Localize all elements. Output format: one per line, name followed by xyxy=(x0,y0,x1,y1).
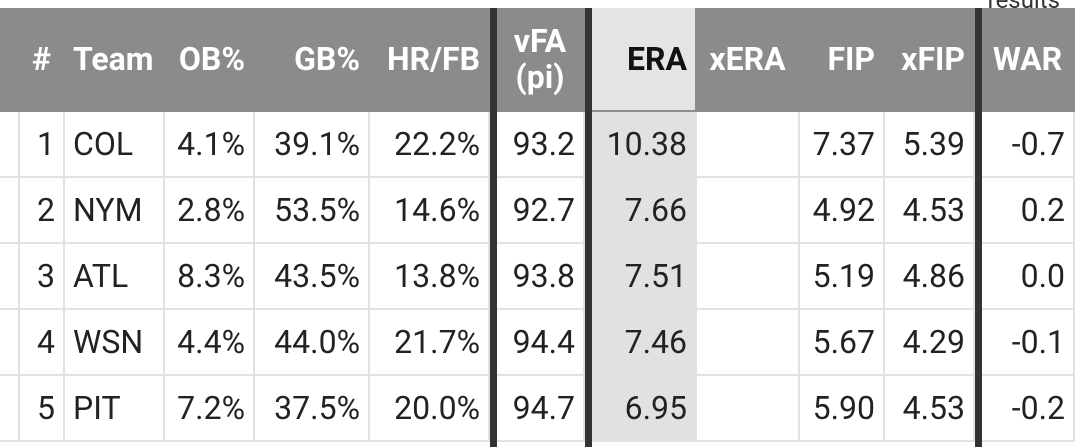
table-cell: 5.19 xyxy=(800,244,885,310)
column-header: FIP xyxy=(800,8,885,112)
table-cell: 93.2 xyxy=(497,112,585,178)
table-cell: ATL xyxy=(65,244,165,310)
table-cell: PIT xyxy=(65,376,165,442)
table-cell: 92.7 xyxy=(497,178,585,244)
table-cell: 0.0 xyxy=(982,244,1075,310)
table-cell: 4 xyxy=(20,310,65,376)
column-header: HR/FB xyxy=(370,8,490,112)
table-cell: 2 xyxy=(20,178,65,244)
table-cell: 5 xyxy=(20,376,65,442)
table-cell: 5.67 xyxy=(800,310,885,376)
row-edge xyxy=(0,178,20,244)
table-cell: 4.53 xyxy=(885,178,975,244)
table-cell: 13.8% xyxy=(370,244,490,310)
table-cell: 7.46 xyxy=(592,310,697,376)
table-cell: 44.0% xyxy=(255,310,370,376)
table-cell: 7.37 xyxy=(800,112,885,178)
header-edge xyxy=(0,8,20,112)
table-cell: 7.51 xyxy=(592,244,697,310)
table-cell: WSN xyxy=(65,310,165,376)
table-cell: 43.5% xyxy=(255,244,370,310)
column-header: WAR xyxy=(982,8,1075,112)
table-cell: 8.3% xyxy=(165,244,255,310)
row-edge xyxy=(0,244,20,310)
column-header: # xyxy=(20,8,65,112)
table-cell: NYM xyxy=(65,178,165,244)
table-cell: 2.8% xyxy=(165,178,255,244)
table-cell: 7.66 xyxy=(592,178,697,244)
table-cell: 39.1% xyxy=(255,112,370,178)
column-divider xyxy=(490,8,497,447)
column-divider xyxy=(585,8,592,447)
table-cell: 94.7 xyxy=(497,376,585,442)
table-cell: 93.8 xyxy=(497,244,585,310)
table-cell: 1 xyxy=(20,112,65,178)
table-cell: 4.29 xyxy=(885,310,975,376)
column-header: OB% xyxy=(165,8,255,112)
table-cell: -0.2 xyxy=(982,376,1075,442)
table-cell: -0.1 xyxy=(982,310,1075,376)
table-cell xyxy=(697,376,800,442)
table-cell: 0.2 xyxy=(982,178,1075,244)
column-header: Team xyxy=(65,8,165,112)
column-header: GB% xyxy=(255,8,370,112)
row-edge xyxy=(0,310,20,376)
column-header: xERA xyxy=(697,8,800,112)
table-cell: 4.1% xyxy=(165,112,255,178)
table-cell: 53.5% xyxy=(255,178,370,244)
row-edge xyxy=(0,112,20,178)
table-cell: 10.38 xyxy=(592,112,697,178)
table-cell xyxy=(697,310,800,376)
table-cell: COL xyxy=(65,112,165,178)
table-cell: 4.92 xyxy=(800,178,885,244)
table-cell: 6.95 xyxy=(592,376,697,442)
table-cell xyxy=(697,244,800,310)
column-header: vFA (pi) xyxy=(497,8,585,112)
column-divider xyxy=(975,8,982,447)
table-cell: 4.86 xyxy=(885,244,975,310)
table-cell: 14.6% xyxy=(370,178,490,244)
table-cell: 5.90 xyxy=(800,376,885,442)
table-cell: 5.39 xyxy=(885,112,975,178)
table-cell: 94.4 xyxy=(497,310,585,376)
column-header: xFIP xyxy=(885,8,975,112)
table-cell: 20.0% xyxy=(370,376,490,442)
table-cell: 4.4% xyxy=(165,310,255,376)
table-cell: -0.7 xyxy=(982,112,1075,178)
table-cell: 37.5% xyxy=(255,376,370,442)
table-cell xyxy=(697,178,800,244)
table-cell xyxy=(697,112,800,178)
table-cell: 3 xyxy=(20,244,65,310)
table-cell: 22.2% xyxy=(370,112,490,178)
row-edge xyxy=(0,376,20,442)
table-cell: 21.7% xyxy=(370,310,490,376)
table-cell: 4.53 xyxy=(885,376,975,442)
table-cell: 7.2% xyxy=(165,376,255,442)
column-header: ERA xyxy=(592,8,697,112)
